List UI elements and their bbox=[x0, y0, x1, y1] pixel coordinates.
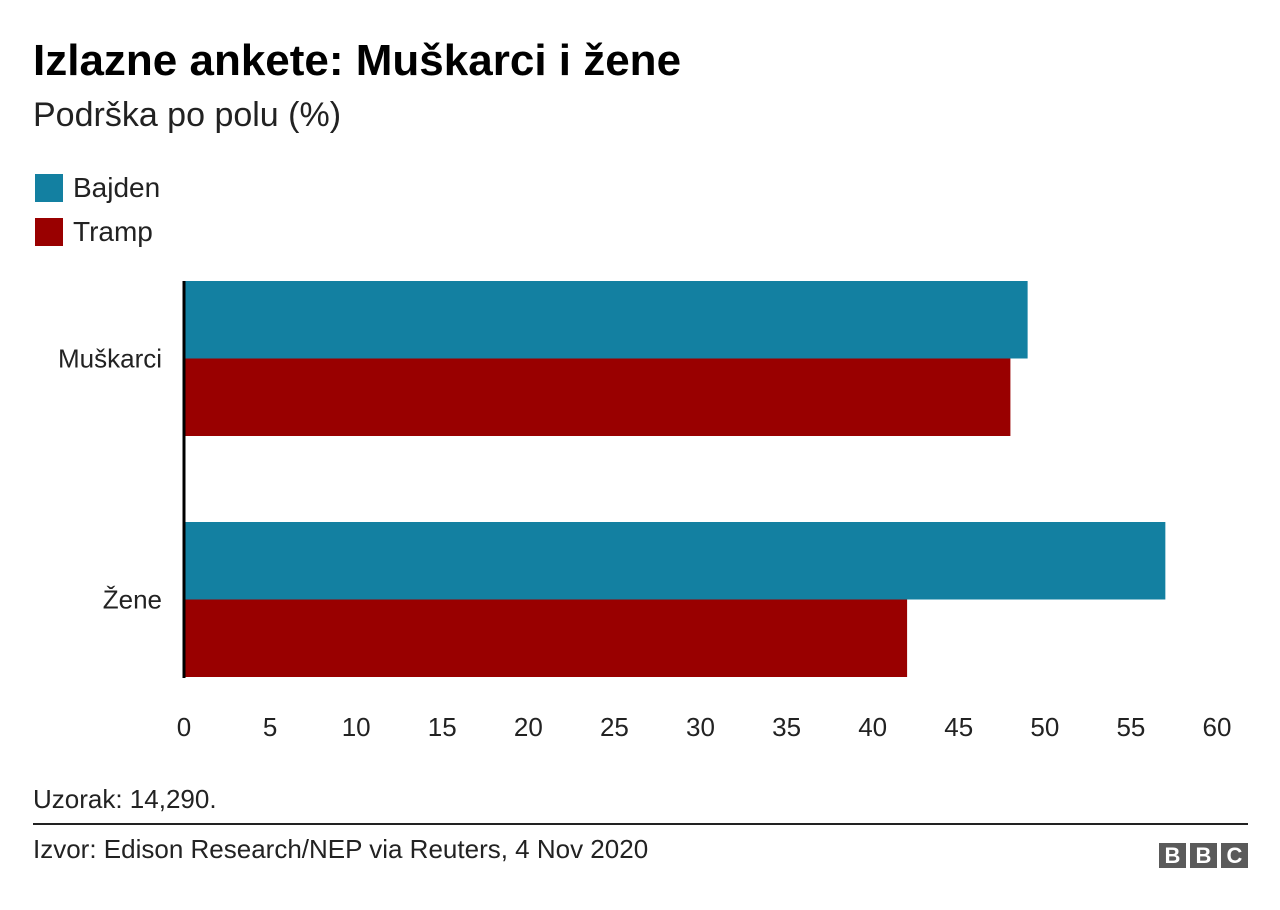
x-tick-label: 0 bbox=[177, 712, 191, 742]
divider bbox=[33, 823, 1248, 825]
x-tick-label: 10 bbox=[342, 712, 371, 742]
x-tick-label: 25 bbox=[600, 712, 629, 742]
x-tick-label: 55 bbox=[1116, 712, 1145, 742]
legend-label: Tramp bbox=[73, 216, 153, 247]
bar-tramp-0 bbox=[184, 358, 1011, 436]
legend-item-bajden: Bajden bbox=[35, 172, 160, 204]
x-tick-label: 50 bbox=[1030, 712, 1059, 742]
bar-bajden-1 bbox=[184, 522, 1166, 600]
legend-label: Bajden bbox=[73, 172, 161, 203]
category-label: Muškarci bbox=[58, 344, 162, 374]
x-tick-label: 20 bbox=[514, 712, 543, 742]
legend-item-tramp: Tramp bbox=[35, 216, 153, 248]
x-tick-label: 30 bbox=[686, 712, 715, 742]
bar-chart: Muškarci Žene 0 5 10 15 20 25 30 35 40 45 50 55 60 bbox=[58, 281, 1232, 742]
x-tick-label: 60 bbox=[1203, 712, 1232, 742]
bar-tramp-1 bbox=[184, 599, 908, 677]
legend-swatch bbox=[35, 218, 63, 246]
chart-subtitle: Podrška po polu (%) bbox=[33, 96, 342, 134]
chart-title: Izlazne ankete: Muškarci i žene bbox=[33, 36, 682, 85]
sample-note: Uzorak: 14,290. bbox=[33, 784, 217, 814]
x-tick-label: 5 bbox=[263, 712, 277, 742]
category-label: Žene bbox=[103, 585, 162, 615]
x-tick-label: 15 bbox=[428, 712, 457, 742]
x-tick-label: 40 bbox=[858, 712, 887, 742]
bar-bajden-0 bbox=[184, 281, 1028, 359]
x-tick-label: 35 bbox=[772, 712, 801, 742]
x-tick-label: 45 bbox=[944, 712, 973, 742]
legend-swatch bbox=[35, 174, 63, 202]
source-note: Izvor: Edison Research/NEP via Reuters, … bbox=[33, 834, 649, 864]
